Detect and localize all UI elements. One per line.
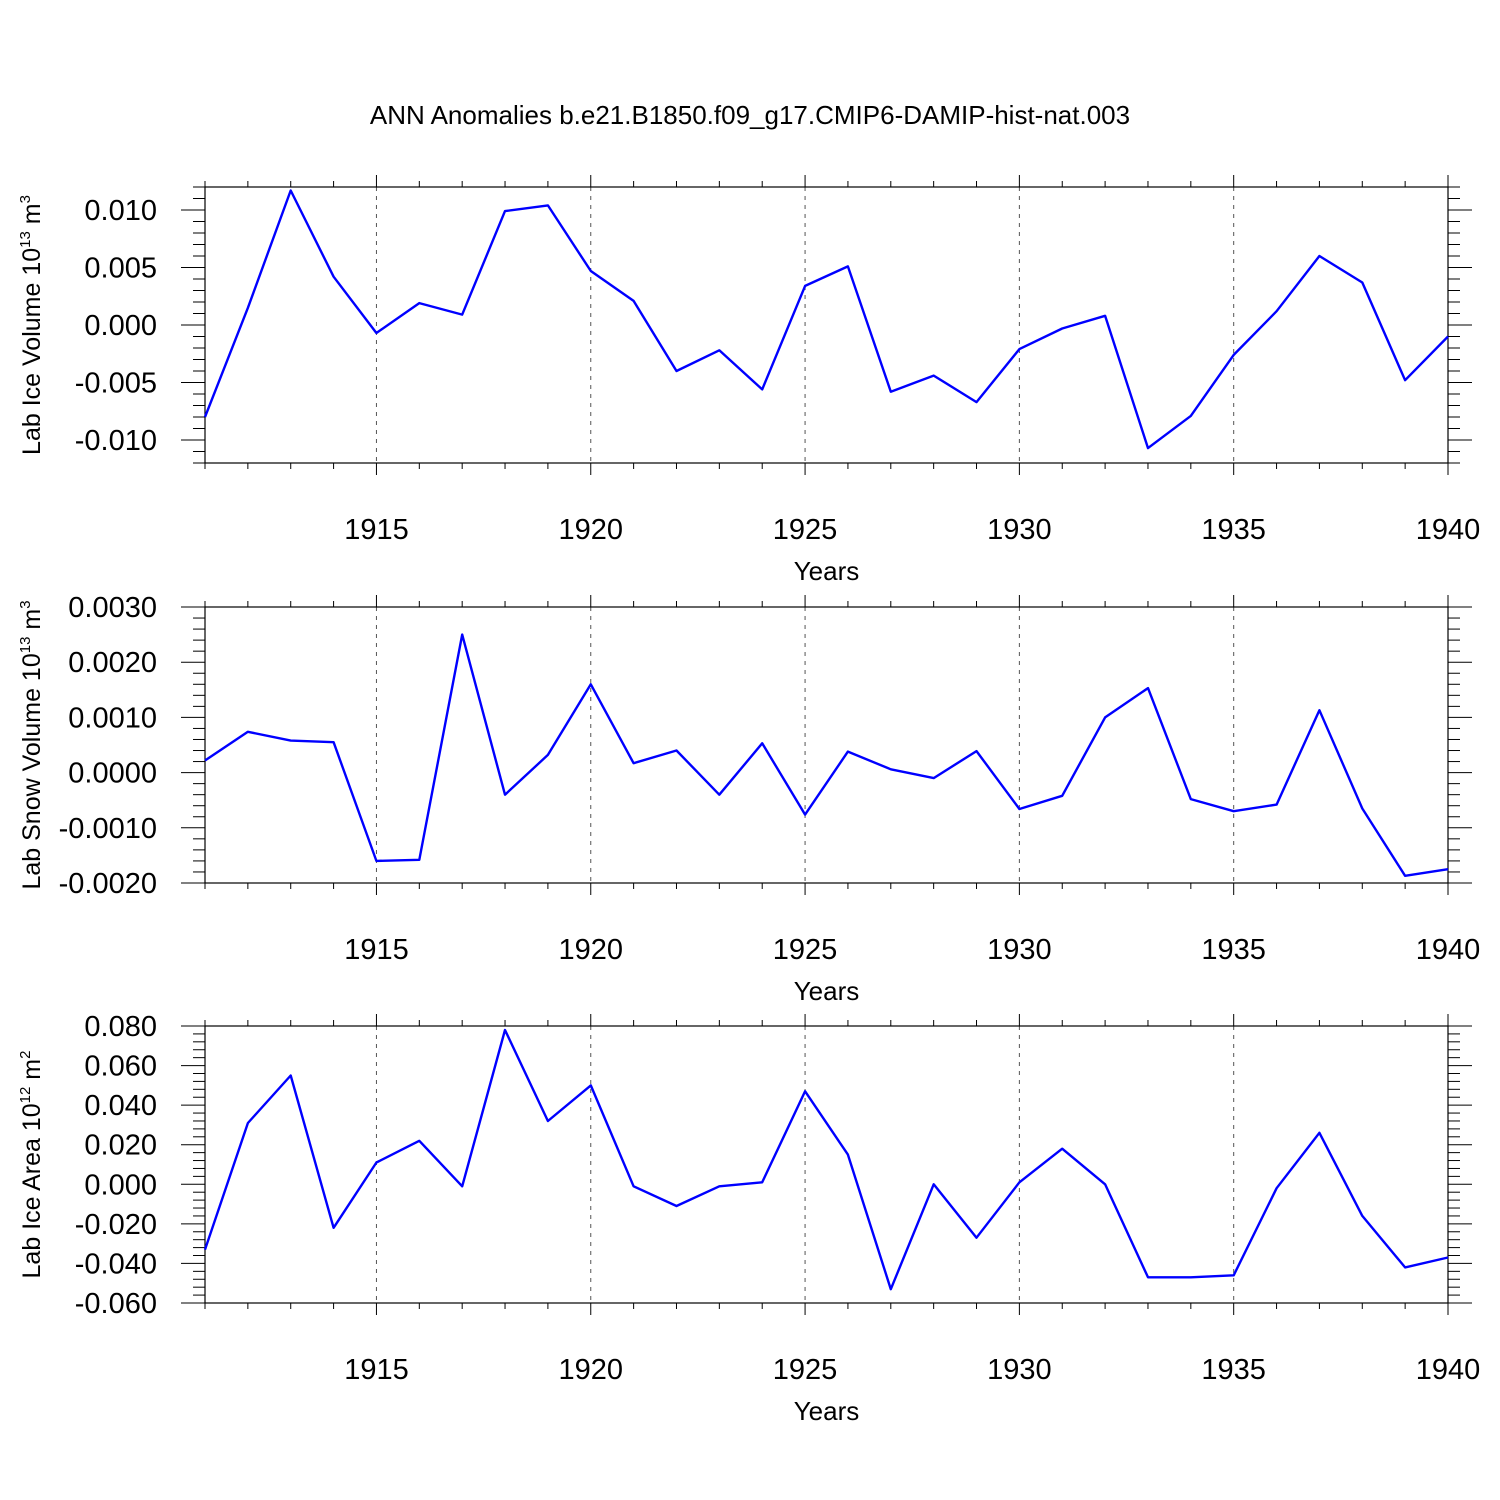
y-axis-label-unit: m: [18, 203, 46, 231]
series-line-1: [204, 633, 1449, 877]
x-tick-label: 1925: [773, 514, 838, 546]
plot-frame: [204, 1025, 1449, 1304]
chart-title: ANN Anomalies b.e21.B1850.f09_g17.CMIP6-…: [370, 100, 1130, 130]
x-tick-label: 1930: [987, 1354, 1052, 1386]
y-axis-label-exponent: 13: [17, 637, 34, 654]
x-tick-label: 1915: [344, 514, 409, 546]
y-tick-label: 0.0030: [68, 592, 157, 624]
x-tick-label: 1930: [987, 514, 1052, 546]
x-tick-label: 1935: [1201, 1354, 1266, 1386]
y-axis-label-text: Lab Ice Volume 10: [18, 248, 46, 455]
x-tick-label: 1920: [559, 514, 624, 546]
y-tick-label: -0.020: [75, 1209, 157, 1241]
x-axis-label: Years: [794, 556, 860, 586]
series-line-1: [203, 189, 1449, 450]
y-axis-label-unit-exponent: 2: [17, 1051, 34, 1059]
chart-panel-2: -0.0020 -0.0010 0.0000 0.0010 0.0020 0.0030 19…: [17, 592, 1480, 1006]
x-tick-label: 1940: [1416, 514, 1481, 546]
y-axis-label: Lab Snow Volume 1013 m3: [17, 600, 46, 889]
x-tick-label: 1925: [773, 1354, 838, 1386]
y-axis-label: Lab Ice Area 1012 m2: [17, 1051, 46, 1279]
y-tick-label: -0.0010: [59, 813, 157, 845]
x-tick-label: 1935: [1201, 934, 1266, 966]
y-axis-label-unit: m: [18, 1059, 46, 1087]
y-tick-label: -0.005: [75, 368, 157, 400]
y-tick-label: 0.020: [84, 1130, 157, 1162]
x-tick-label: 1940: [1416, 934, 1481, 966]
y-tick-label: 0.080: [84, 1011, 157, 1043]
y-axis-label: Lab Ice Volume 1013 m3: [17, 195, 46, 455]
y-tick-label: 0.0010: [68, 702, 157, 734]
y-tick-label: 0.0000: [68, 758, 157, 790]
y-axis-label-exponent: 12: [17, 1087, 34, 1104]
chart-panel-1: -0.010 -0.005 0.000 0.005 0.010 1915 1920 1925 1…: [17, 175, 1480, 586]
y-tick-label: 0.005: [84, 253, 157, 285]
x-axis-label: Years: [794, 1396, 860, 1426]
y-tick-label: 0.0020: [68, 647, 157, 679]
x-tick-label: 1935: [1201, 514, 1266, 546]
x-tick-label: 1920: [559, 934, 624, 966]
y-tick-label: -0.060: [75, 1288, 157, 1320]
y-axis-label-text: Lab Ice Area 10: [18, 1103, 46, 1278]
y-tick-label: 0.060: [84, 1051, 157, 1083]
series-line-1: [203, 1028, 1449, 1291]
y-axis-label-unit-exponent: 3: [17, 600, 34, 608]
x-tick-label: 1920: [559, 1354, 624, 1386]
y-tick-label: 0.010: [84, 195, 157, 227]
x-tick-label: 1915: [344, 1354, 409, 1386]
y-axis-label-exponent: 13: [17, 231, 34, 248]
x-tick-label: 1925: [773, 934, 838, 966]
x-tick-label: 1930: [987, 934, 1052, 966]
x-axis-label: Years: [794, 976, 860, 1006]
y-tick-label: 0.000: [84, 310, 157, 342]
y-tick-label: -0.010: [75, 425, 157, 457]
y-tick-label: -0.040: [75, 1248, 157, 1280]
y-tick-label: 0.000: [84, 1169, 157, 1201]
y-axis-label-unit-exponent: 3: [17, 195, 34, 203]
chart-panel-3: -0.060 -0.040 -0.020 0.000 0.020 0.040 0.060 0.…: [17, 1011, 1480, 1426]
y-tick-label: 0.040: [84, 1090, 157, 1122]
x-tick-label: 1940: [1416, 1354, 1481, 1386]
plot-frame: [204, 606, 1449, 884]
y-axis-label-text: Lab Snow Volume 10: [18, 653, 46, 889]
x-tick-label: 1915: [344, 934, 409, 966]
y-tick-label: -0.0020: [59, 868, 157, 900]
y-axis-label-unit: m: [18, 609, 46, 637]
